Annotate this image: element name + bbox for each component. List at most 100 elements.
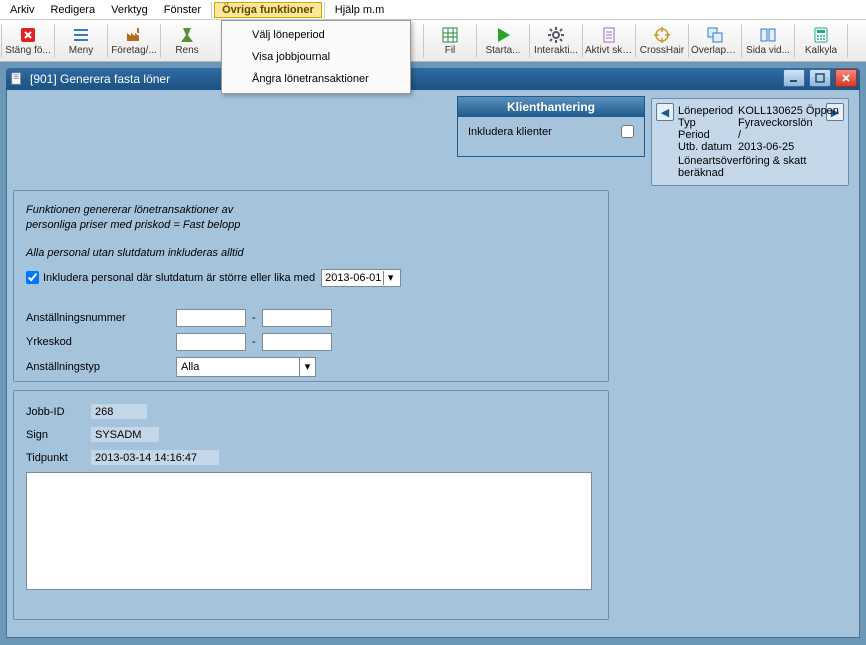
close-window-icon xyxy=(19,26,37,44)
tb-label: Sida vid... xyxy=(746,45,790,56)
tb-sweep-icon[interactable]: Rens xyxy=(162,21,212,61)
info-panel: ◀ ▶ LöneperiodKOLL130625 Öppen TypFyrave… xyxy=(651,98,849,186)
yrkes-from[interactable] xyxy=(176,333,246,351)
tb-side-by-side-icon[interactable]: Sida vid... xyxy=(743,21,793,61)
jobid-value: 268 xyxy=(90,403,148,420)
time-value: 2013-03-14 14:16:47 xyxy=(90,449,220,466)
yrkes-to[interactable] xyxy=(262,333,332,351)
factory-icon xyxy=(125,26,143,44)
tb-spreadsheet-icon[interactable]: Fil xyxy=(425,21,475,61)
tb-crosshair-icon[interactable]: CrossHair xyxy=(637,21,687,61)
klient-header: Klienthantering xyxy=(458,97,644,117)
menu-fonster[interactable]: Fönster xyxy=(156,2,209,18)
overlap-icon xyxy=(706,26,724,44)
minimize-button[interactable] xyxy=(783,69,805,87)
document-icon xyxy=(600,26,618,44)
tb-menu-icon[interactable]: Meny xyxy=(56,21,106,61)
groupbox-job: Jobb-ID 268 Sign SYSADM Tidpunkt 2013-03… xyxy=(13,390,609,620)
spreadsheet-icon xyxy=(441,26,459,44)
dropdown-icon[interactable]: ▾ xyxy=(299,358,315,376)
mdi-body: Klienthantering Inkludera klienter ◀ ▶ L… xyxy=(6,90,860,638)
tb-label: Stäng fö... xyxy=(5,45,51,56)
anstnr-from[interactable] xyxy=(176,309,246,327)
tb-label: Överlapp... xyxy=(691,45,739,56)
info-value: 2013-06-25 xyxy=(738,141,794,153)
ansttyp-value: Alla xyxy=(181,361,199,373)
dd-angra-lonetransaktioner[interactable]: Ångra lönetransaktioner xyxy=(224,68,408,90)
desc-line1: Funktionen genererar lönetransaktioner a… xyxy=(26,204,233,216)
info-label: Period xyxy=(678,129,738,141)
tb-factory-icon[interactable]: Företag/... xyxy=(109,21,159,61)
date-input[interactable]: 2013-06-01 ▾ xyxy=(321,269,401,287)
tb-calculator-icon[interactable]: Kalkyla xyxy=(796,21,846,61)
time-label: Tidpunkt xyxy=(26,452,90,464)
menu-redigera[interactable]: Redigera xyxy=(42,2,103,18)
document-icon xyxy=(10,72,24,86)
menu-separator xyxy=(211,2,212,18)
calculator-icon xyxy=(812,26,830,44)
tb-gear-icon[interactable]: Interakti... xyxy=(531,21,581,61)
menu-arkiv[interactable]: Arkiv xyxy=(2,2,42,18)
info-value: Fyraveckorslön xyxy=(738,117,813,129)
menu-hjalp[interactable]: Hjälp m.m xyxy=(327,2,393,18)
date-value: 2013-06-01 xyxy=(325,272,381,284)
dd-valj-loneperiod[interactable]: Välj löneperiod xyxy=(224,24,408,46)
sign-value: SYSADM xyxy=(90,426,160,443)
tb-label: Företag/... xyxy=(111,45,157,56)
tb-document-icon[interactable]: Aktivt skr... xyxy=(584,21,634,61)
play-icon xyxy=(494,26,512,44)
menubar: Arkiv Redigera Verktyg Fönster Övriga fu… xyxy=(0,0,866,20)
mdi-title-text: [901] Generera fasta löner xyxy=(30,72,170,86)
anstnr-to[interactable] xyxy=(262,309,332,327)
workspace: [901] Generera fasta löner Klienthanteri… xyxy=(0,62,866,645)
gear-icon xyxy=(547,26,565,44)
menu-separator xyxy=(324,2,325,18)
dash: - xyxy=(252,336,256,348)
tb-label: Aktivt skr... xyxy=(585,45,633,56)
info-footer: Löneartsöverföring & skatt beräknad xyxy=(678,155,844,179)
klient-panel: Klienthantering Inkludera klienter xyxy=(457,96,645,157)
log-textarea[interactable] xyxy=(26,472,592,590)
tb-label: Rens xyxy=(175,45,198,56)
dash: - xyxy=(252,312,256,324)
maximize-button[interactable] xyxy=(809,69,831,87)
tb-play-icon[interactable]: Starta... xyxy=(478,21,528,61)
menu-ovriga-funktioner[interactable]: Övriga funktioner xyxy=(214,2,322,18)
info-label: Löneperiod xyxy=(678,105,738,117)
sign-label: Sign xyxy=(26,429,90,441)
info-value: KOLL130625 Öppen xyxy=(738,105,839,117)
menu-icon xyxy=(72,26,90,44)
tb-overlap-icon[interactable]: Överlapp... xyxy=(690,21,740,61)
dd-visa-jobbjournal[interactable]: Visa jobbjournal xyxy=(224,46,408,68)
info-value: / xyxy=(738,129,741,141)
desc-line2: personliga priser med priskod = Fast bel… xyxy=(26,219,240,231)
klient-label: Inkludera klienter xyxy=(468,126,552,138)
jobid-label: Jobb-ID xyxy=(26,406,90,418)
close-button[interactable] xyxy=(835,69,857,87)
sweep-icon xyxy=(178,26,196,44)
include-checkbox[interactable] xyxy=(26,271,39,284)
klient-checkbox[interactable] xyxy=(621,125,634,138)
sub-desc: Alla personal utan slutdatum inkluderas … xyxy=(26,247,596,259)
info-label: Utb. datum xyxy=(678,141,738,153)
crosshair-icon xyxy=(653,26,671,44)
side-by-side-icon xyxy=(759,26,777,44)
tb-label: Kalkyla xyxy=(805,45,837,56)
info-label: Typ xyxy=(678,117,738,129)
dropdown-ovriga-funktioner: Välj löneperiod Visa jobbjournal Ångra l… xyxy=(221,20,411,94)
mdi-window: [901] Generera fasta löner Klienthanteri… xyxy=(6,68,860,638)
menu-verktyg[interactable]: Verktyg xyxy=(103,2,156,18)
tb-label: Meny xyxy=(69,45,93,56)
prev-button[interactable]: ◀ xyxy=(656,103,674,121)
groupbox-settings: Funktionen genererar lönetransaktioner a… xyxy=(13,190,609,382)
tb-close-window-icon[interactable]: Stäng fö... xyxy=(3,21,53,61)
dropdown-icon[interactable]: ▾ xyxy=(383,271,397,285)
toolbar: Stäng fö... Meny Företag/... Rens Fil Starta.… xyxy=(0,20,866,62)
include-label: Inkludera personal där slutdatum är stör… xyxy=(43,272,315,284)
mdi-titlebar: [901] Generera fasta löner xyxy=(6,68,860,90)
tb-label: CrossHair xyxy=(640,45,684,56)
yrkes-label: Yrkeskod xyxy=(26,336,176,348)
tb-label: Fil xyxy=(445,45,456,56)
ansttyp-label: Anställningstyp xyxy=(26,361,176,373)
ansttyp-select[interactable]: Alla ▾ xyxy=(176,357,316,377)
